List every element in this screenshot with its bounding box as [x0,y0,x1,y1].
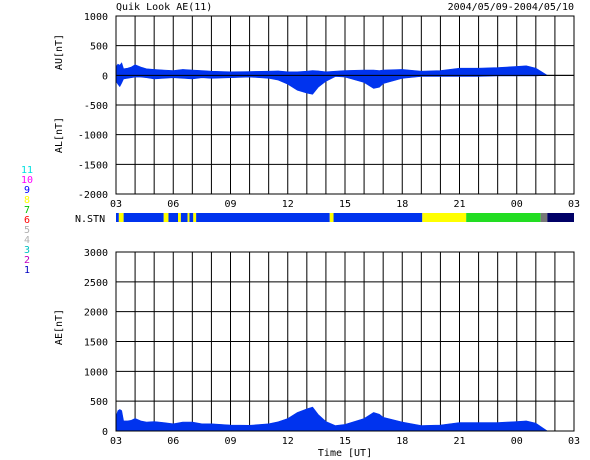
legend-item-6: 6 [24,215,30,226]
plot-frame-top [115,15,575,195]
au-axis-label: AU[nT] [54,34,65,70]
au-al-y-tick-labels: 1000 500 0 -500 -1000 -1500 -2000 [78,12,108,201]
plot-frame-bot [115,251,575,432]
al-axis-label: AL[nT] [54,117,65,153]
station-segment-blue [123,213,164,222]
x-tick-label-top: 15 [339,199,351,210]
x-tick-label-top: 03 [110,199,122,210]
station-segment-blue [333,213,423,222]
au-al-grid [115,15,575,195]
y-tick-label-top: -1000 [78,131,108,142]
x-tick-label-top: 12 [282,199,294,210]
ae-grid [115,251,575,432]
legend-item-7: 7 [24,205,30,216]
x-tick-label-top: 06 [167,199,179,210]
x-tick-label-top: 21 [453,199,465,210]
y-tick-label-bot: 3000 [84,248,108,259]
legend-item-1: 1 [24,265,30,276]
station-segment-yellow [193,213,197,222]
ae-series [115,406,549,432]
y-tick-label-bot: 2000 [84,308,108,319]
x-axis-label: Time [UT] [318,448,372,459]
legend-item-10: 10 [21,175,33,186]
station-segment-blue [180,213,188,222]
date-range: 2004/05/09-2004/05/10 [448,2,574,13]
au-al-area [115,62,548,95]
x-tick-label-top: 09 [224,199,236,210]
station-bar-label: N.STN [75,214,105,225]
x-tick-label-top: 18 [396,199,408,210]
x-tick-label-bot: 12 [282,436,294,447]
y-tick-label-bot: 1500 [84,338,108,349]
chart-title: Quik Look AE(11) [116,2,212,13]
y-tick-label-top: -1500 [78,160,108,171]
station-segment-blue [116,213,119,222]
station-segment-navy [547,213,574,222]
x-tick-label-bot: 03 [568,436,580,447]
station-count-bar [116,213,574,222]
y-tick-label-bot: 1000 [84,367,108,378]
y-tick-label-top: 500 [90,42,108,53]
ae-axis-label: AE[nT] [54,309,65,345]
station-segment-yellow [422,213,467,222]
y-tick-label-top: -500 [84,101,108,112]
station-segment-green [466,213,541,222]
ae-area [115,406,549,432]
ae-y-tick-labels: 3000 2500 2000 1500 1000 500 0 [84,248,108,438]
legend-item-3: 3 [24,245,30,256]
station-segment-gray [540,213,548,222]
legend-item-4: 4 [24,235,30,246]
legend-item-5: 5 [24,225,30,236]
x-tick-label-bot: 03 [110,436,122,447]
x-tick-label-bot: 18 [396,436,408,447]
x-tick-label-bot: 00 [511,436,523,447]
ae-x-tick-labels: 03 06 09 12 15 18 21 00 03 [110,436,580,447]
au-al-frame [115,15,575,195]
y-tick-label-bot: 0 [102,427,108,438]
x-tick-label-top: 03 [568,199,580,210]
station-segment-blue [168,213,179,222]
y-tick-label-top: 0 [102,71,108,82]
y-tick-label-top: -2000 [78,190,108,201]
station-segment-yellow [178,213,181,222]
legend-item-8: 8 [24,195,30,206]
y-tick-label-bot: 500 [90,397,108,408]
x-tick-label-top: 00 [511,199,523,210]
station-segment-yellow [187,213,190,222]
y-tick-label-top: 1000 [84,12,108,23]
au-al-x-tick-labels: 03 06 09 12 15 18 21 00 03 [110,199,580,210]
station-segment-yellow [118,213,124,222]
x-tick-label-bot: 06 [167,436,179,447]
legend-item-9: 9 [24,185,30,196]
station-segment-yellow [163,213,169,222]
au-al-panel: 1000 500 0 -500 -1000 -1500 -2000 03 06 09 12 15 18… [54,12,580,210]
ae-frame [115,251,575,432]
legend-item-2: 2 [24,255,30,266]
station-segment-blue [196,213,330,222]
al-series [115,74,548,95]
x-tick-label-bot: 15 [339,436,351,447]
station-segment-yellow [329,213,334,222]
x-tick-label-bot: 09 [224,436,236,447]
legend-item-11: 11 [21,165,33,176]
y-tick-label-bot: 2500 [84,278,108,289]
station-segment-blue [189,213,194,222]
au-series [115,62,548,76]
x-tick-label-bot: 21 [453,436,465,447]
